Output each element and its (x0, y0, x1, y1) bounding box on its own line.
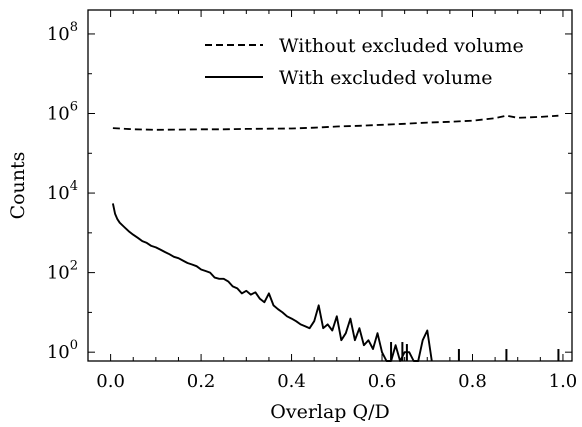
x-tick-label: 0.6 (368, 371, 397, 392)
legend: Without excluded volume With excluded vo… (205, 35, 524, 89)
y-tick-base: 10 (47, 342, 70, 363)
y-tick-exponent: 8 (70, 20, 78, 35)
y-tick-exponent: 6 (70, 100, 78, 115)
series-layer (111, 114, 560, 362)
x-axis-label: Overlap Q/D (270, 401, 389, 423)
plot-frame (87, 9, 573, 362)
y-tick-label: 104 (47, 179, 78, 204)
y-tick-base: 10 (47, 183, 70, 204)
legend-label-with-excluded-volume: With excluded volume (279, 67, 492, 89)
y-tick-base: 10 (47, 263, 70, 284)
x-tick-label: 1.0 (549, 371, 578, 392)
legend-label-without-excluded-volume: Without excluded volume (279, 35, 524, 57)
x-tick-label: 0.4 (277, 371, 306, 392)
series-line-without-excluded-volume (112, 114, 559, 131)
y-tick-exponent: 2 (70, 259, 78, 274)
y-tick-label: 108 (47, 20, 78, 45)
y-tick-exponent: 4 (70, 179, 78, 194)
y-axis-label: Counts (7, 152, 29, 220)
y-tick-label: 106 (47, 100, 78, 125)
series-line-with-excluded-volume (111, 203, 433, 362)
x-tick-label: 0.2 (187, 371, 216, 392)
x-tick-label: 0.8 (458, 371, 487, 392)
y-tick-exponent: 0 (70, 338, 78, 353)
y-tick-base: 10 (47, 24, 70, 45)
y-tick-label: 102 (47, 259, 78, 284)
x-tick-label: 0.0 (96, 371, 125, 392)
y-tick-base: 10 (47, 104, 70, 125)
y-tick-label: 100 (47, 338, 78, 363)
